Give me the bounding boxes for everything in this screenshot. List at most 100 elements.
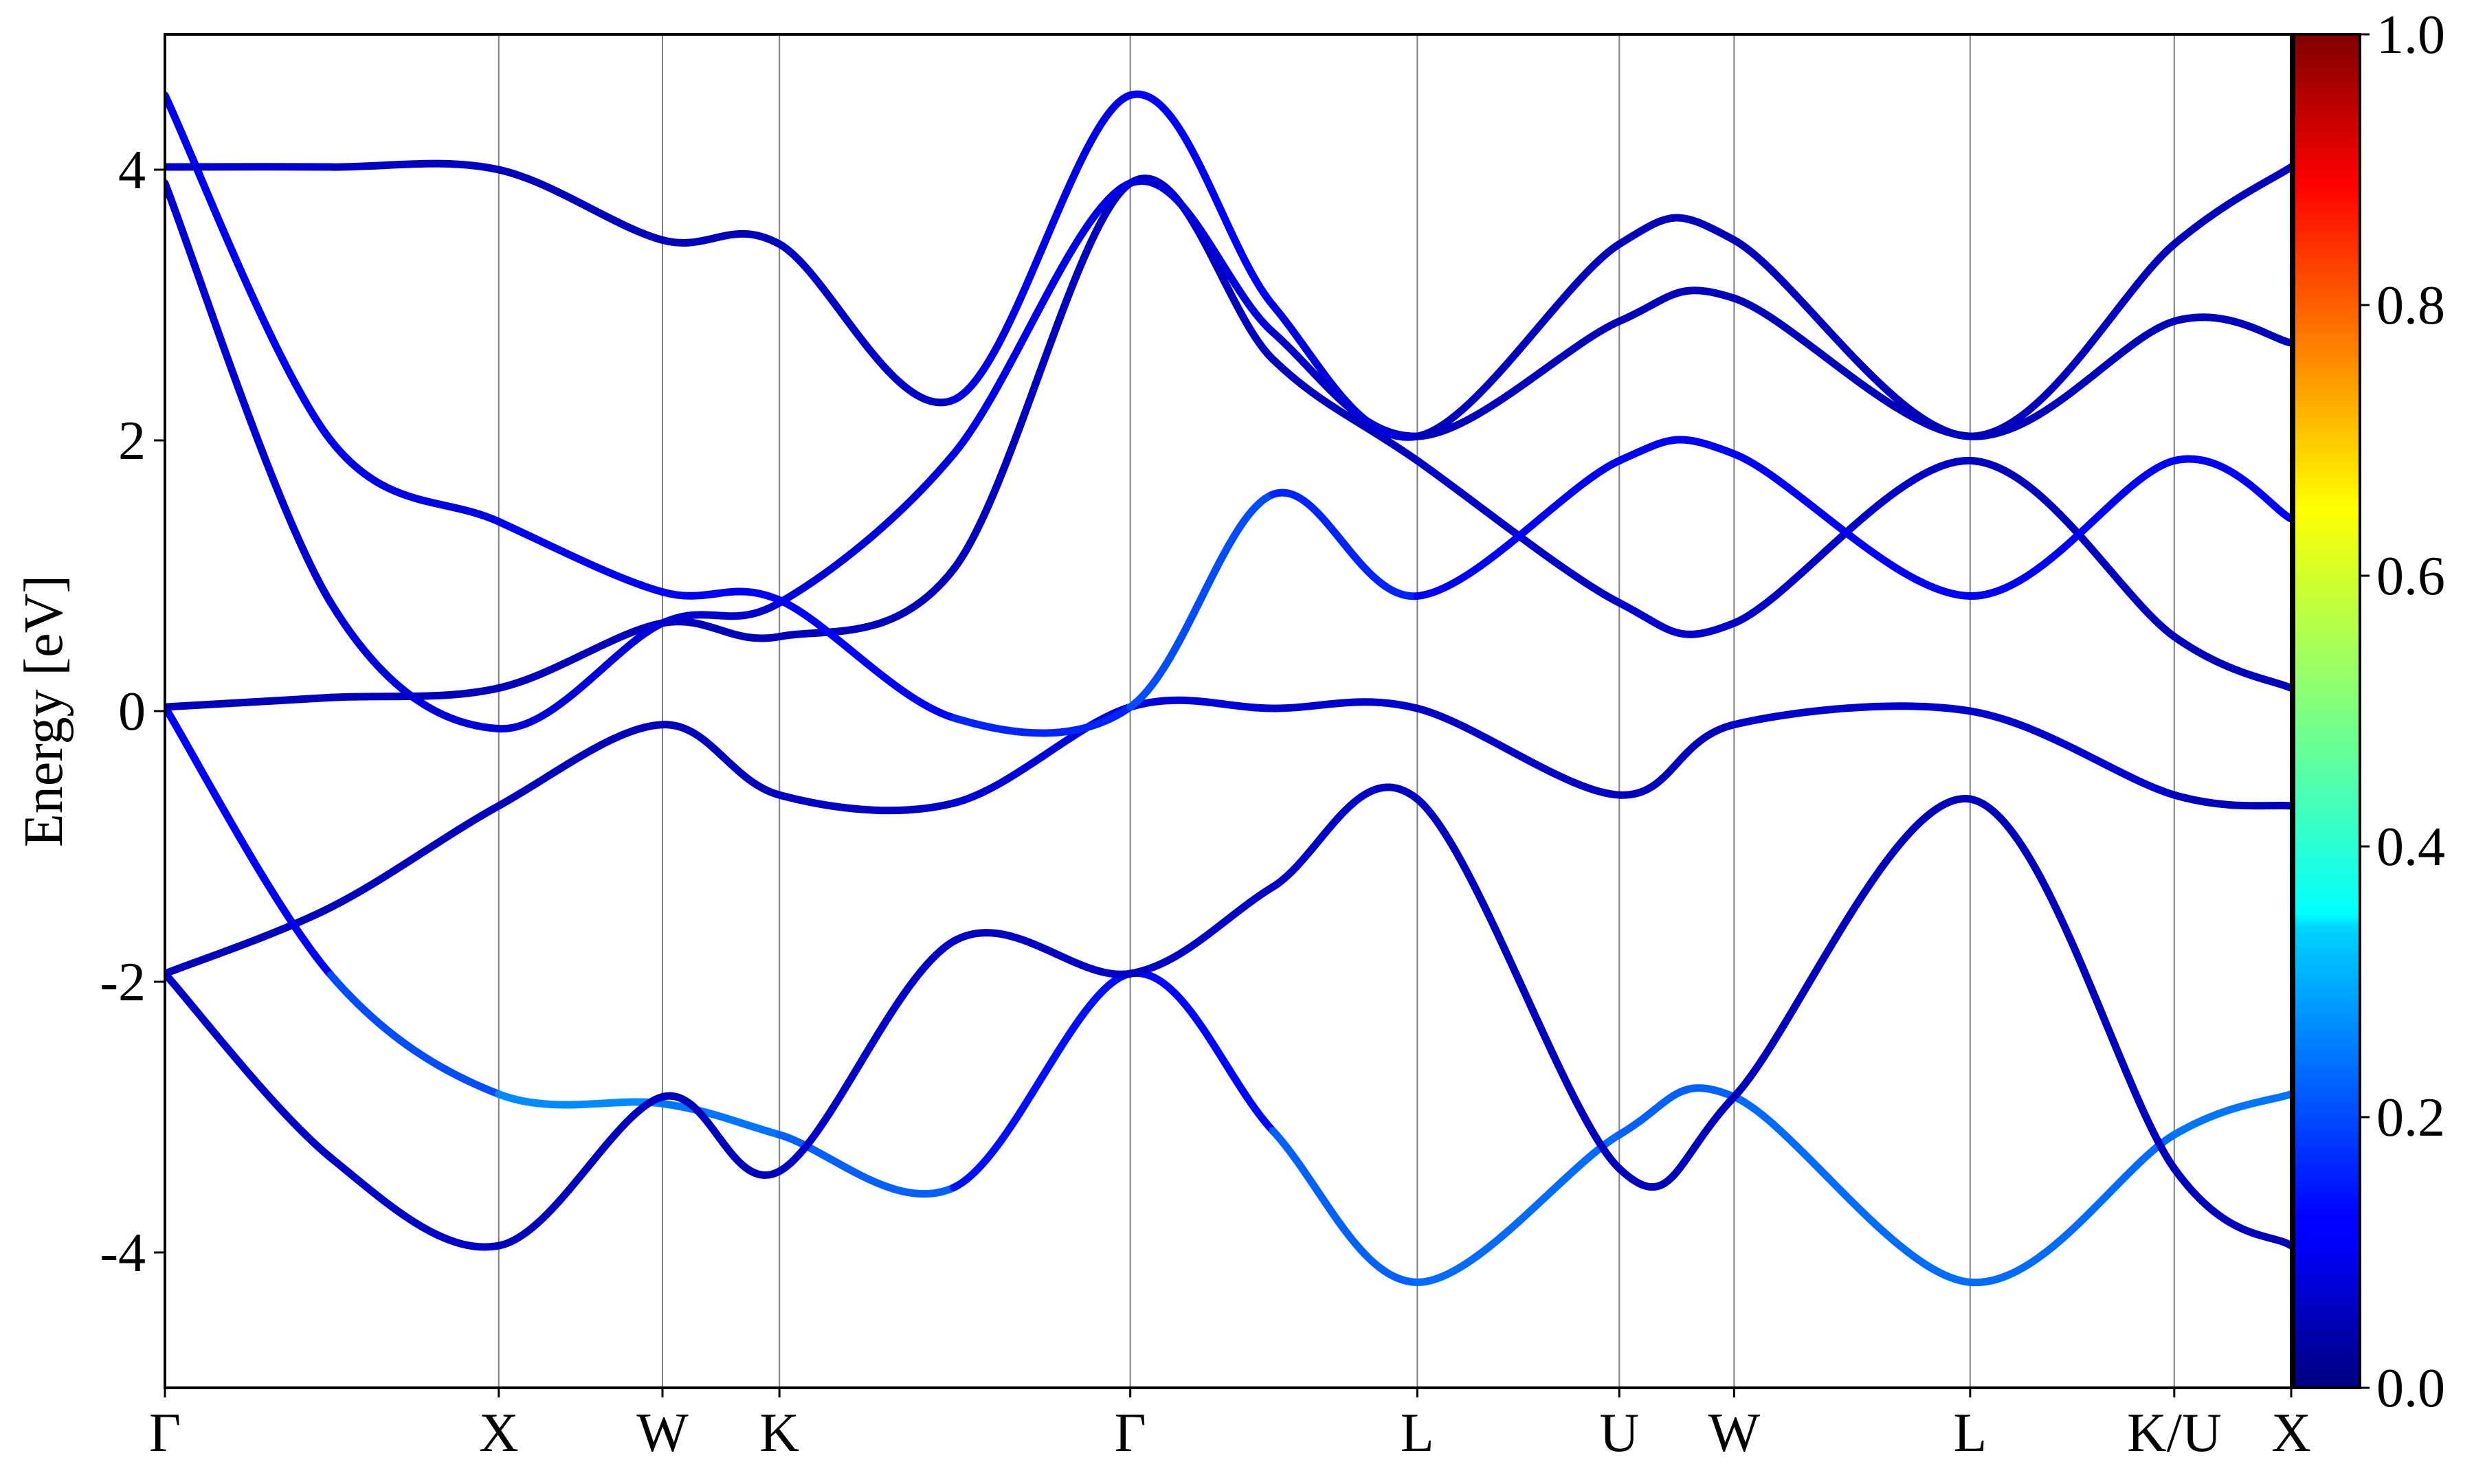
band-4-segment: [165, 693, 335, 711]
y-axis-label: Energy [eV]: [14, 575, 74, 847]
band-5-segment: [2170, 313, 2291, 347]
band-4-segment: [1615, 598, 1738, 638]
x-tick-label: W: [1708, 1403, 1761, 1463]
band-1-segment: [775, 791, 958, 815]
colorbar-tick-label: 0.6: [2376, 546, 2445, 607]
x-tick-label: L: [1401, 1403, 1434, 1463]
band-2-segment: [1615, 1084, 1738, 1139]
x-tick-label: Γ: [1115, 1403, 1146, 1463]
band-7-segment: [495, 166, 667, 244]
x-tick-label: K: [759, 1403, 799, 1463]
band-5-segment: [1126, 177, 1277, 336]
colorbar-tick-label: 1.0: [2376, 5, 2445, 65]
band-1-segment: [1269, 698, 1421, 712]
colorbar: [2293, 33, 2361, 1389]
band-4-segment: [658, 618, 783, 642]
band-2-segment: [1126, 969, 1277, 1135]
x-tick-label: X: [479, 1403, 519, 1463]
band-1-segment: [1615, 721, 1738, 799]
band-1-segment: [1730, 702, 1974, 729]
band-7-segment: [1615, 214, 1738, 248]
band-7-segment: [1966, 240, 2178, 440]
band-7-segment: [1269, 301, 1421, 441]
band-5-segment: [775, 450, 958, 607]
band-3-segment: [1966, 795, 2178, 1173]
x-tick-label: L: [1953, 1403, 1987, 1463]
colorbar-tick-label: 0.2: [2376, 1088, 2445, 1148]
band-5-segment: [165, 179, 335, 607]
band-7-segment: [326, 159, 503, 174]
band-5-segment: [658, 598, 783, 627]
band-4-segment: [1269, 355, 1421, 465]
band-6-segment: [1966, 457, 2178, 600]
band-3-segment: [2170, 1165, 2291, 1250]
band-1-segment: [1126, 696, 1277, 712]
x-tick-label: U: [1599, 1403, 1639, 1463]
band-2-segment: [2170, 1090, 2291, 1139]
band-7-segment: [775, 240, 958, 407]
band-2-segment: [658, 1099, 783, 1139]
y-tick-label: -2: [100, 952, 146, 1013]
colorbar-axis: 0.0 0.2 0.4 0.6 0.8 1.0: [2360, 5, 2445, 1419]
band-7-segment: [1413, 240, 1623, 440]
x-tick-label: W: [636, 1403, 689, 1463]
band-1-segment: [1413, 704, 1623, 799]
band-6-segment: [495, 517, 667, 596]
band-2-segment: [165, 703, 335, 979]
band-7-segment: [950, 91, 1135, 404]
band-6-segment: [1730, 450, 1974, 600]
band-4-segment: [775, 565, 958, 641]
band-6-segment: [1269, 488, 1421, 600]
band-1-segment: [165, 903, 335, 978]
band-3-segment: [658, 1092, 783, 1179]
band-5-segment: [326, 598, 503, 733]
x-axis: Γ X W K Γ L U W L K/U X: [149, 1388, 2311, 1463]
band-3-segment: [165, 969, 335, 1162]
band-2-segment: [326, 971, 503, 1099]
band-3-segment: [1413, 795, 1623, 1173]
x-tick-label: X: [2271, 1403, 2311, 1463]
band-7-segment: [658, 229, 783, 248]
band-6-segment: [1413, 457, 1623, 600]
band-5-segment: [950, 179, 1135, 458]
colorbar-tick-label: 0.8: [2376, 276, 2445, 336]
band-5-segment: [1615, 286, 1738, 326]
band-6-segment: [950, 703, 1135, 737]
band-3-segment: [1269, 783, 1421, 891]
band-3-segment: [1126, 883, 1277, 978]
band-2-segment: [950, 969, 1135, 1191]
band-3-segment: [1730, 795, 1974, 1101]
band-5-segment: [1413, 317, 1623, 440]
band-3-segment: [775, 937, 958, 1176]
band-5-segment: [495, 619, 667, 733]
y-tick-label: -4: [100, 1223, 146, 1283]
band-4-segment: [950, 179, 1135, 573]
band-6-segment: [658, 587, 783, 604]
band-6-segment: [165, 91, 335, 445]
band-7-segment: [1126, 90, 1277, 309]
band-4-segment: [495, 619, 667, 693]
band-3-segment: [1615, 1092, 1738, 1191]
band-4-segment: [2170, 633, 2291, 693]
high-symmetry-lines: [498, 34, 2175, 1388]
band-6-segment: [326, 436, 503, 526]
band-6-segment: [775, 596, 958, 722]
y-tick-label: 0: [118, 682, 146, 742]
band-1-segment: [1966, 707, 2178, 799]
band-3-segment: [495, 1092, 667, 1250]
band-2-segment: [775, 1131, 958, 1198]
x-tick-label: Γ: [149, 1403, 181, 1463]
band-3-segment: [950, 929, 1135, 978]
x-tick-label: K/U: [2127, 1403, 2222, 1463]
band-7-segment: [1730, 236, 1974, 440]
colorbar-tick-label: 0.4: [2376, 817, 2445, 877]
band-2-segment: [1413, 1131, 1623, 1286]
band-1-segment: [326, 802, 503, 912]
y-tick-label: 4: [118, 140, 146, 201]
y-tick-label: 2: [118, 411, 146, 471]
band-2-segment: [1730, 1092, 1974, 1286]
band-3-segment: [326, 1154, 503, 1251]
band-1-segment: [495, 721, 667, 810]
band-lines: [165, 90, 2291, 1286]
